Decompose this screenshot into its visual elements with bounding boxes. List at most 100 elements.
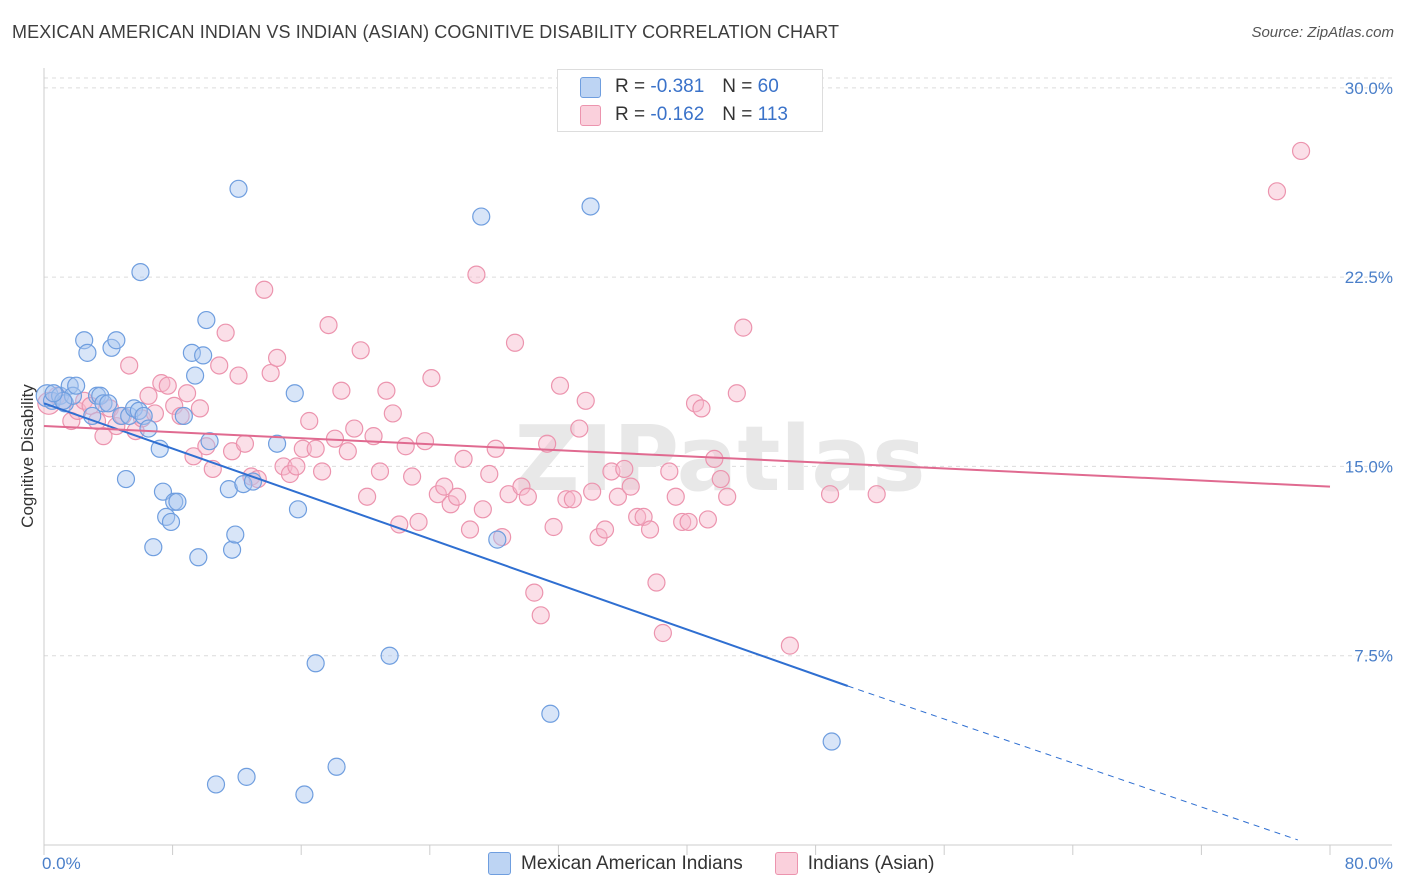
- bottom-legend-item-indian: Indians (Asian): [774, 852, 935, 875]
- point-indians-asian: [396, 437, 415, 456]
- point-mexican-american-indians: [267, 434, 287, 453]
- stats-legend: R = -0.381 N = 60 R = -0.162 N = 113: [557, 69, 823, 132]
- point-mexican-american-indians: [99, 394, 118, 413]
- legend-row-indian: R = -0.162 N = 113: [580, 101, 788, 129]
- point-indians-asian: [608, 487, 627, 506]
- point-indians-asian: [338, 442, 357, 461]
- point-mexican-american-indians: [295, 785, 314, 804]
- point-mexican-american-indians: [488, 530, 507, 549]
- point-mexican-american-indians: [186, 366, 205, 385]
- point-indians-asian: [1291, 141, 1311, 161]
- point-indians-asian: [383, 404, 402, 423]
- point-indians-asian: [595, 520, 615, 539]
- bottom-legend-item-mexican: Mexican American Indians: [488, 852, 743, 875]
- point-indians-asian: [377, 381, 396, 400]
- point-indians-asian: [94, 427, 113, 446]
- point-indians-asian: [409, 512, 428, 532]
- point-indians-asian: [711, 469, 730, 489]
- point-indians-asian: [190, 399, 210, 418]
- y-tick-label: 30.0%: [1345, 79, 1393, 98]
- point-indians-asian: [177, 384, 197, 403]
- trend-line-mexican: [43, 402, 849, 687]
- point-indians-asian: [235, 434, 255, 453]
- point-indians-asian: [280, 464, 300, 484]
- point-mexican-american-indians: [226, 525, 245, 544]
- point-mexican-american-indians: [472, 207, 491, 226]
- tick-labels: 7.5% 15.0% 22.5% 30.0% 0.0% 80.0%: [42, 79, 1393, 873]
- point-indians-asian: [473, 500, 492, 519]
- point-indians-asian: [692, 399, 711, 418]
- legend-n-label: N =: [722, 104, 753, 125]
- legend-swatch-blue: [580, 76, 601, 98]
- point-indians-asian: [563, 490, 582, 509]
- point-mexican-american-indians: [44, 384, 63, 403]
- point-indians-asian: [332, 381, 351, 400]
- trend-lines: [43, 402, 1331, 841]
- point-mexican-american-indians: [78, 343, 97, 362]
- point-mexican-american-indians: [229, 179, 248, 198]
- point-indians-asian: [679, 512, 698, 532]
- point-mexican-american-indians: [222, 540, 242, 559]
- point-indians-asian: [261, 363, 280, 383]
- point-mexican-american-indians: [107, 331, 126, 350]
- point-indians-asian: [531, 606, 550, 625]
- point-indians-asian: [435, 477, 454, 496]
- point-indians-asian: [666, 487, 685, 506]
- point-mexican-american-indians: [194, 346, 213, 365]
- point-indians-asian: [557, 490, 576, 509]
- point-indians-asian: [267, 348, 287, 368]
- point-indians-asian: [216, 323, 235, 342]
- legend-r-value: -0.381: [650, 76, 705, 97]
- point-mexican-american-indians: [168, 492, 187, 511]
- point-mexican-american-indians: [200, 432, 219, 451]
- point-indians-asian: [120, 356, 139, 375]
- point-indians-asian: [255, 280, 274, 299]
- point-mexican-american-indians: [129, 401, 148, 421]
- point-indians-asian: [274, 457, 293, 476]
- y-tick-label: 7.5%: [1354, 647, 1393, 666]
- point-indians-asian: [345, 419, 364, 438]
- point-indians-asian: [660, 462, 679, 481]
- point-indians-asian: [589, 527, 608, 547]
- point-indians-asian: [467, 265, 486, 284]
- trend-line-mexican-extension: [847, 685, 1299, 841]
- point-indians-asian: [576, 391, 595, 410]
- point-mexican-american-indians: [153, 482, 173, 501]
- point-indians-asian: [306, 439, 325, 458]
- point-mexican-american-indians: [83, 406, 102, 426]
- legend-r-label: R =: [615, 104, 646, 125]
- point-indians-asian: [615, 459, 634, 479]
- x-tick-label: 80.0%: [1345, 854, 1393, 873]
- point-indians-asian: [518, 487, 537, 506]
- point-mexican-american-indians: [60, 376, 79, 395]
- point-mexican-american-indians: [63, 386, 83, 405]
- point-indians-asian: [210, 356, 229, 375]
- point-indians-asian: [734, 318, 753, 337]
- point-indians-asian: [673, 512, 692, 532]
- point-mexican-american-indians: [116, 469, 136, 489]
- bottom-legend-label: Indians (Asian): [807, 852, 935, 874]
- point-indians-asian: [570, 419, 589, 438]
- point-indians-asian: [820, 485, 840, 504]
- point-indians-asian: [460, 520, 480, 539]
- point-indians-asian: [640, 520, 660, 539]
- point-indians-asian: [300, 411, 319, 431]
- point-mexican-american-indians: [306, 654, 325, 673]
- point-indians-asian: [505, 333, 525, 352]
- point-mexican-american-indians: [327, 757, 346, 776]
- point-mexican-american-indians: [139, 419, 158, 438]
- y-axis-label: Cognitive Disability: [18, 384, 37, 528]
- point-indians-asian: [428, 485, 447, 504]
- point-mexican-american-indians: [94, 394, 113, 413]
- point-indians-asian: [647, 573, 666, 592]
- y-tick-label: 15.0%: [1345, 457, 1393, 476]
- point-indians-asian: [493, 527, 512, 547]
- point-mexican-american-indians: [380, 646, 399, 665]
- point-indians-asian: [653, 623, 672, 643]
- point-mexican-american-indians: [237, 767, 256, 786]
- legend-r-value: -0.162: [650, 104, 705, 125]
- point-mexican-american-indians: [67, 376, 86, 395]
- point-mexican-american-indians: [157, 507, 176, 527]
- point-mexican-american-indians: [822, 732, 841, 751]
- point-mexican-american-indians: [131, 262, 150, 282]
